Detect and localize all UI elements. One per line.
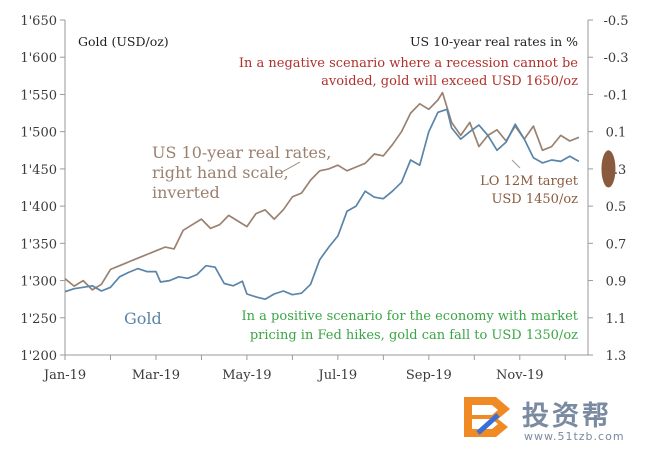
right-axis-ticks: -0.5-0.3-0.10.10.30.50.70.91.11.3 [588,14,629,364]
right-tick-label: 0.1 [606,126,627,141]
right-tick-label: -0.5 [603,14,628,29]
target-range-marker [601,150,616,188]
left-tick-label: 1'600 [20,51,57,66]
right-tick-label: 0.7 [606,237,627,252]
x-axis-ticks: Jan-19 Mar-19 May-19 Jul-19 Sep-19 Nov-19 [42,355,566,383]
positive-scenario-line1: In a positive scenario for the economy w… [242,309,579,324]
positive-scenario-line2: pricing in Fed hikes, gold can fall to U… [250,328,578,343]
left-axis-ticks: 1'200 1'250 1'300 1'350 1'400 1'450 1'500 1'550… [20,14,65,364]
target-label-line1: LO 12M target [480,174,579,189]
right-tick-label: 0.5 [606,200,627,215]
x-tick-label: Mar-19 [132,368,180,383]
real-rates-line [64,91,580,291]
left-tick-label: 1'350 [20,237,57,252]
x-tick-label: Jul-19 [317,368,358,383]
right-tick-label: 1.3 [606,349,627,364]
x-tick-label: Sep-19 [406,368,452,383]
right-tick-label: 1.1 [606,312,627,327]
gold-price-line [64,108,580,301]
left-tick-label: 1'450 [20,163,57,178]
x-tick-label: May-19 [222,368,271,383]
x-tick-label: Jan-19 [42,368,86,383]
left-tick-label: 1'500 [20,126,57,141]
rates-label-pointer [281,161,301,173]
rates-label-line2: right hand scale, [152,163,289,182]
right-axis-title: US 10-year real rates in % [410,34,578,49]
rates-label-line1: US 10-year real rates, [152,143,331,162]
left-tick-label: 1'400 [20,200,57,215]
right-tick-label: -0.3 [603,51,628,66]
left-tick-label: 1'250 [20,312,57,327]
watermark-name: 投资帮 [522,401,612,432]
target-label-pointer [511,159,521,169]
watermark-url: www.51tzb.com [524,430,625,443]
right-tick-label: -0.1 [603,88,628,103]
watermark-logo-icon [464,397,510,437]
series-layer [64,91,580,301]
left-axis-title: Gold (USD/oz) [78,34,169,49]
target-label-line2: USD 1450/oz [491,192,578,207]
right-tick-label: 0.9 [606,275,627,290]
negative-scenario-line2: avoided, gold will exceed USD 1650/oz [321,74,578,89]
left-tick-label: 1'550 [20,88,57,103]
negative-scenario-line1: In a negative scenario where a recession… [239,56,578,71]
rates-label-line3: inverted [152,183,220,202]
x-tick-label: Nov-19 [496,368,543,383]
left-tick-label: 1'200 [20,349,57,364]
left-tick-label: 1'300 [20,275,57,290]
gold-series-label: Gold [124,309,162,328]
left-tick-label: 1'650 [20,14,57,29]
